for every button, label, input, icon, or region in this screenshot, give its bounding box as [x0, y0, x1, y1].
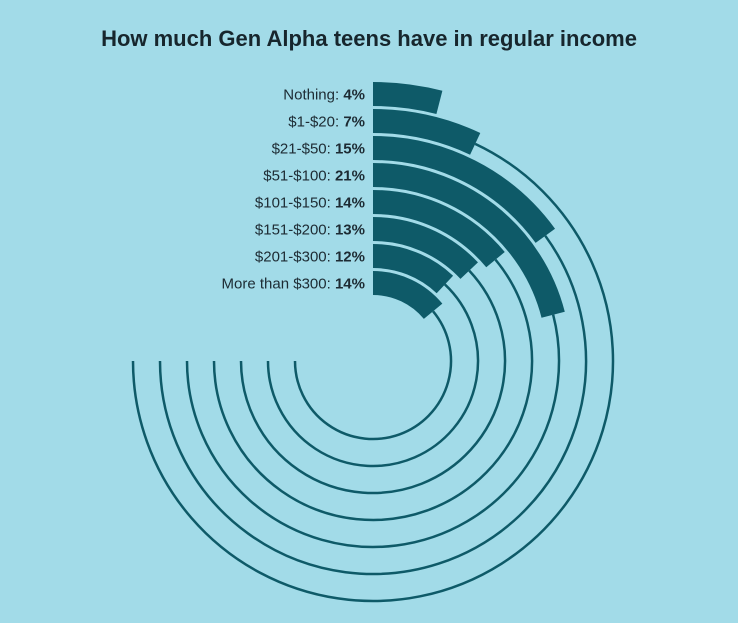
radial-bar-2 — [372, 136, 556, 243]
radial-bar-5 — [372, 217, 478, 280]
category-name: $1-$20: — [288, 114, 343, 131]
category-label: More than $300: 14% — [222, 276, 365, 293]
ring-track-line — [158, 235, 588, 576]
value-label: 14% — [335, 276, 365, 293]
ring-track-line — [131, 142, 615, 603]
ring-track-line — [293, 310, 453, 441]
category-name: $201-$300: — [255, 249, 335, 266]
category-name: More than $300: — [222, 276, 335, 293]
radial-bar-1 — [372, 109, 481, 155]
value-label: 12% — [335, 249, 365, 266]
category-name: $151-$200: — [255, 222, 335, 239]
category-label: $21-$50: 15% — [272, 141, 365, 158]
value-label: 15% — [335, 141, 365, 158]
category-label: $101-$150: 14% — [255, 195, 365, 212]
category-label: $1-$20: 7% — [288, 114, 365, 131]
value-label: 13% — [335, 222, 365, 239]
ring-track-line — [239, 269, 507, 495]
category-name: $21-$50: — [272, 141, 335, 158]
chart-title: How much Gen Alpha teens have in regular… — [101, 26, 637, 51]
category-label: Nothing: 4% — [283, 87, 365, 104]
radial-bar-7 — [372, 271, 443, 320]
category-name: Nothing: — [283, 87, 343, 104]
category-name: $51-$100: — [263, 168, 335, 185]
value-label: 7% — [343, 114, 365, 131]
category-label: $151-$200: 13% — [255, 222, 365, 239]
ring-track-line — [266, 283, 480, 468]
radial-bar-3 — [372, 163, 565, 318]
value-label: 14% — [335, 195, 365, 212]
ring-track-line — [212, 258, 534, 522]
category-name: $101-$150: — [255, 195, 335, 212]
radial-bar-6 — [372, 244, 454, 294]
radial-bar-0 — [372, 82, 443, 115]
value-label: 4% — [343, 87, 365, 104]
category-label: $201-$300: 12% — [255, 249, 365, 266]
radial-bar-4 — [372, 190, 505, 268]
ring-track-line — [185, 314, 561, 549]
category-label: $51-$100: 21% — [263, 168, 365, 185]
value-label: 21% — [335, 168, 365, 185]
